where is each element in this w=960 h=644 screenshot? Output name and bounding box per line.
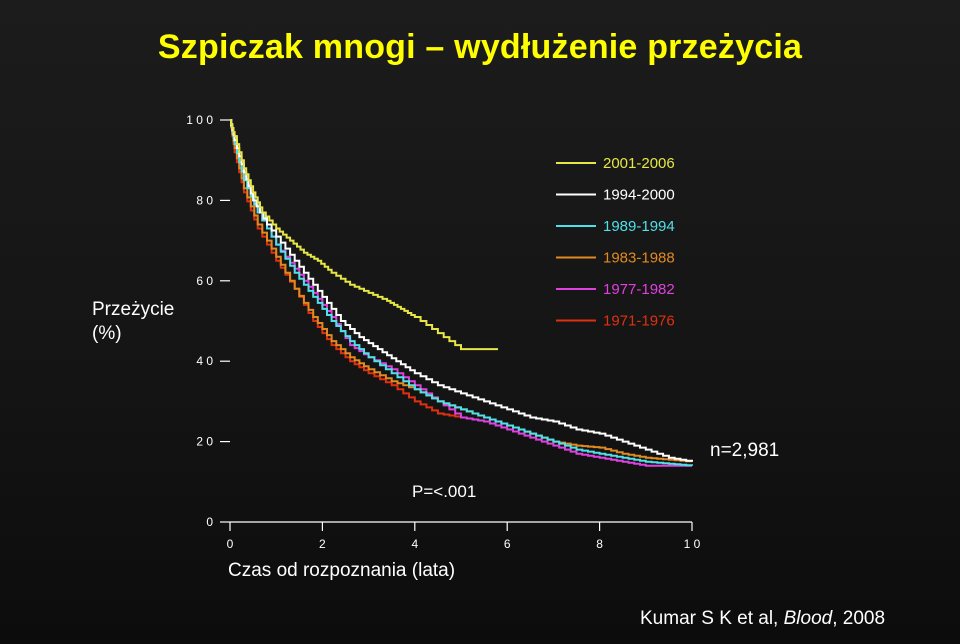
y-tick-label: 2 0 (196, 435, 213, 449)
survival-curve-1994-2000 (230, 119, 693, 462)
legend-label: 2001-2006 (603, 155, 675, 172)
p-value-label: P=<.001 (412, 482, 477, 501)
legend-label: 1994-2000 (603, 187, 675, 204)
citation-journal: Blood (783, 608, 833, 629)
chart-legend: 2001-2006 1994-2000 1989-1994 1983-1988 1977… (556, 155, 675, 330)
x-axis-title: Czas od rozpoznania (lata) (228, 560, 456, 581)
y-tick-label: 4 0 (196, 354, 213, 368)
x-tick-label: 0 (227, 537, 234, 551)
y-tick-label: 8 0 (196, 193, 213, 207)
x-tick-label: 1 0 (684, 537, 701, 551)
survival-curve-1971-1976 (230, 119, 462, 418)
x-tick-label: 8 (596, 537, 603, 551)
y-axis-title-line-1: Przeżycie (92, 299, 175, 320)
citation: Kumar S K et al, Blood, 2008 (640, 608, 885, 630)
y-tick-label: 1 0 0 (186, 113, 213, 127)
citation-suffix: , 2008 (832, 608, 886, 629)
chart-axes: 0 2 4 6 8 1 0 0 2 0 4 0 6 0 8 0 1 0 0 (186, 113, 700, 551)
survival-curves (230, 119, 693, 467)
y-axis-title: Przeżycie (%) (92, 298, 174, 346)
citation-prefix: Kumar S K et al, (640, 608, 784, 629)
legend-label: 1971-1976 (603, 313, 675, 330)
x-tick-label: 6 (504, 537, 511, 551)
y-tick-label: 0 (206, 515, 213, 529)
legend-label: 1977-1982 (603, 281, 675, 298)
y-axis-title-line-2: (%) (92, 323, 122, 344)
survival-curve-2001-2006 (230, 119, 498, 351)
survival-curve-1989-1994 (230, 119, 693, 467)
legend-label: 1989-1994 (603, 218, 675, 235)
x-tick-label: 4 (411, 537, 418, 551)
sample-size-label: n=2,981 (710, 440, 780, 461)
chart-title: Szpiczak mnogi – wydłużenie przeżycia (157, 28, 803, 66)
y-tick-label: 6 0 (196, 274, 213, 288)
x-tick-label: 2 (319, 537, 326, 551)
legend-label: 1983-1988 (603, 250, 675, 267)
